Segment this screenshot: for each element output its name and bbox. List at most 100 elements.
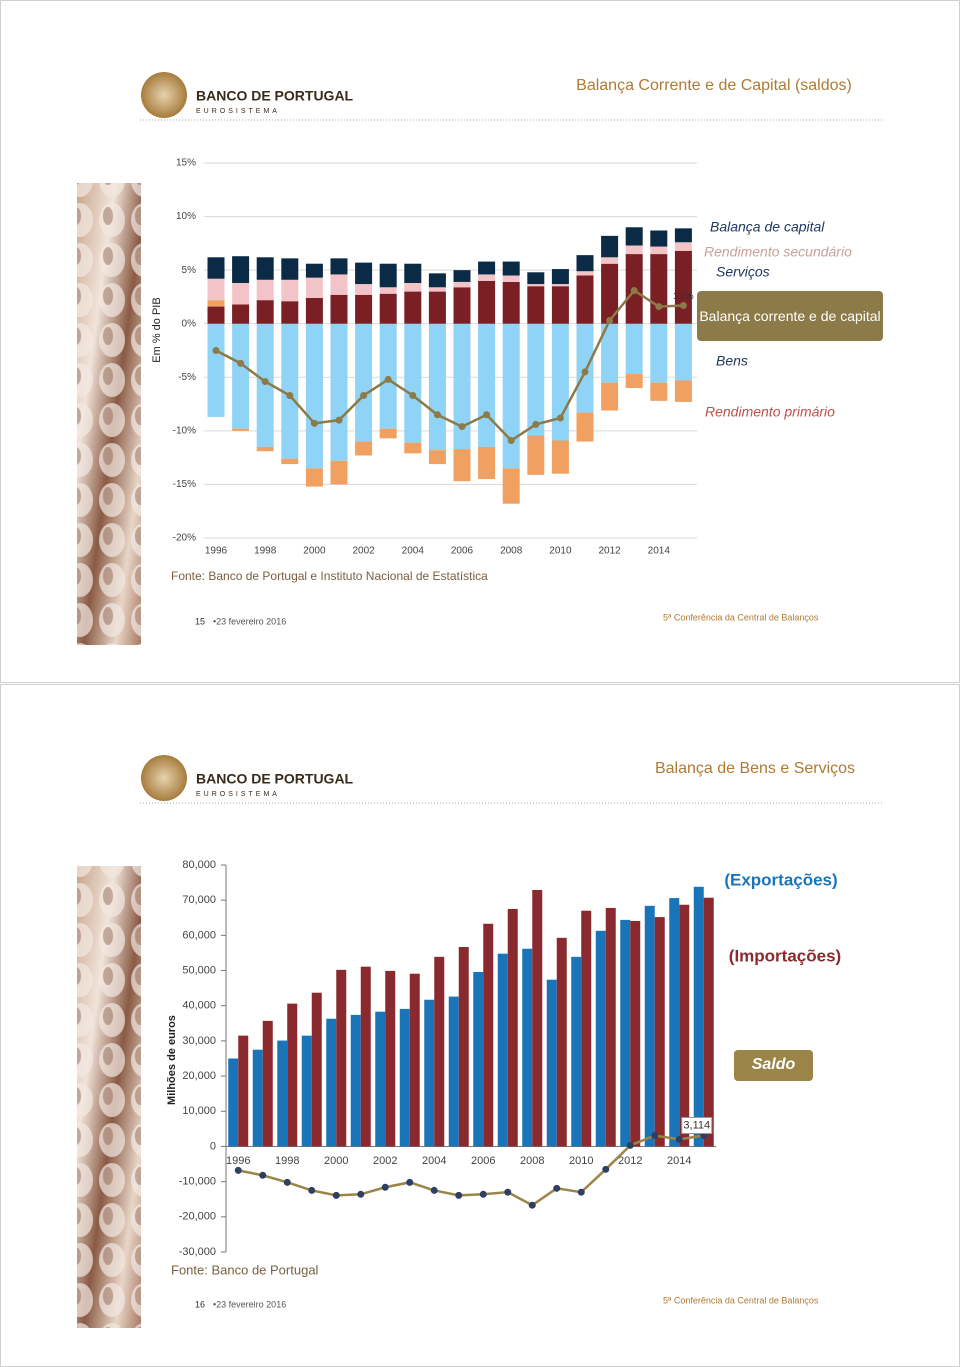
bar: [674, 250, 692, 324]
x-tick-label: 2010: [549, 546, 572, 557]
value-label: 1.7%: [673, 291, 694, 301]
x-tick-label: 2008: [520, 1155, 544, 1167]
bar: [601, 323, 619, 383]
x-tick-label: 1998: [254, 546, 277, 557]
bar: [399, 1008, 410, 1147]
line-marker: [308, 1186, 316, 1194]
bar: [305, 277, 323, 298]
bar: [375, 1011, 386, 1147]
bar: [448, 996, 459, 1147]
page-number: 15: [195, 616, 205, 626]
bar: [404, 283, 422, 292]
logo-emblem: [141, 72, 187, 118]
bar: [576, 323, 594, 413]
line-marker: [553, 1184, 561, 1192]
bar: [256, 446, 274, 452]
line-marker: [406, 1178, 414, 1186]
bar: [581, 910, 592, 1147]
bar: [502, 468, 520, 504]
date: •23 fevereiro 2016: [213, 616, 286, 626]
value-label: 3,114: [683, 1119, 710, 1131]
x-tick-label: 2012: [598, 546, 621, 557]
bar: [428, 450, 446, 465]
legend-box-text: Saldo: [751, 1056, 796, 1074]
line-marker: [651, 1132, 659, 1140]
line: [238, 1134, 704, 1207]
line-marker: [577, 1188, 585, 1196]
bar: [252, 1049, 263, 1147]
line-marker: [259, 1171, 267, 1179]
line-marker: [626, 1141, 634, 1149]
bar: [305, 468, 323, 487]
y-tick-label: -30,000: [179, 1246, 216, 1258]
line-marker: [455, 1191, 463, 1199]
bar: [385, 970, 396, 1147]
line-marker: [507, 437, 515, 444]
bar: [625, 323, 643, 375]
bar: [232, 428, 250, 431]
bar: [281, 323, 299, 459]
line-marker: [602, 1165, 610, 1173]
line-marker: [234, 1166, 242, 1174]
bar: [669, 898, 680, 1147]
bar: [650, 230, 668, 247]
date: •23 fevereiro 2016: [213, 1299, 286, 1309]
event: 5ª Conferência da Central de Balanços: [663, 1295, 819, 1305]
page-number: 16: [195, 1299, 205, 1309]
bar: [404, 263, 422, 283]
line-marker: [675, 1135, 683, 1143]
bar: [473, 971, 484, 1147]
bar: [281, 258, 299, 280]
y-axis-label: Em % do PIB: [151, 297, 163, 362]
source: Fonte: Banco de Portugal e Instituto Nac…: [171, 569, 488, 583]
bar: [232, 304, 250, 324]
bar: [478, 446, 496, 480]
bar: [379, 287, 397, 294]
bar: [428, 291, 446, 324]
bar: [256, 323, 274, 447]
x-tick-label: 2010: [569, 1155, 593, 1167]
logo-emblem: [141, 755, 187, 801]
bar: [576, 255, 594, 272]
bar: [551, 323, 569, 441]
bar: [527, 272, 545, 285]
bar: [207, 278, 225, 301]
line-marker: [606, 317, 614, 324]
bar: [281, 301, 299, 324]
bar: [502, 323, 520, 469]
x-tick-label: 2004: [422, 1155, 446, 1167]
bar: [232, 323, 250, 429]
line-marker: [504, 1188, 512, 1196]
bar: [207, 257, 225, 279]
legend-label: Rendimento secundário: [704, 244, 852, 260]
bar: [527, 435, 545, 475]
line-marker: [532, 420, 540, 428]
bar: [546, 979, 557, 1147]
x-tick-label: 2002: [352, 546, 375, 557]
bar: [502, 261, 520, 276]
bar: [458, 946, 469, 1147]
legend-box: [697, 291, 883, 341]
y-tick-label: 70,000: [182, 894, 216, 906]
line-marker: [283, 1178, 291, 1186]
bar: [207, 306, 225, 324]
legend-label: Saldo: [751, 1056, 796, 1074]
y-tick-label: 10,000: [182, 1105, 216, 1117]
line-marker: [212, 347, 220, 354]
bar: [693, 886, 704, 1147]
bar: [595, 930, 606, 1147]
bar: [207, 300, 225, 307]
bar: [379, 293, 397, 324]
bar: [326, 1018, 337, 1147]
line-marker: [655, 303, 663, 311]
value-label-box: [681, 1116, 713, 1134]
line-marker: [479, 1190, 487, 1198]
bar: [434, 956, 445, 1147]
y-tick-label: 20,000: [182, 1070, 216, 1082]
bar: [355, 441, 373, 456]
legend-label: Balança de capital: [710, 219, 825, 235]
bar: [311, 992, 322, 1147]
bar: [350, 1014, 361, 1147]
